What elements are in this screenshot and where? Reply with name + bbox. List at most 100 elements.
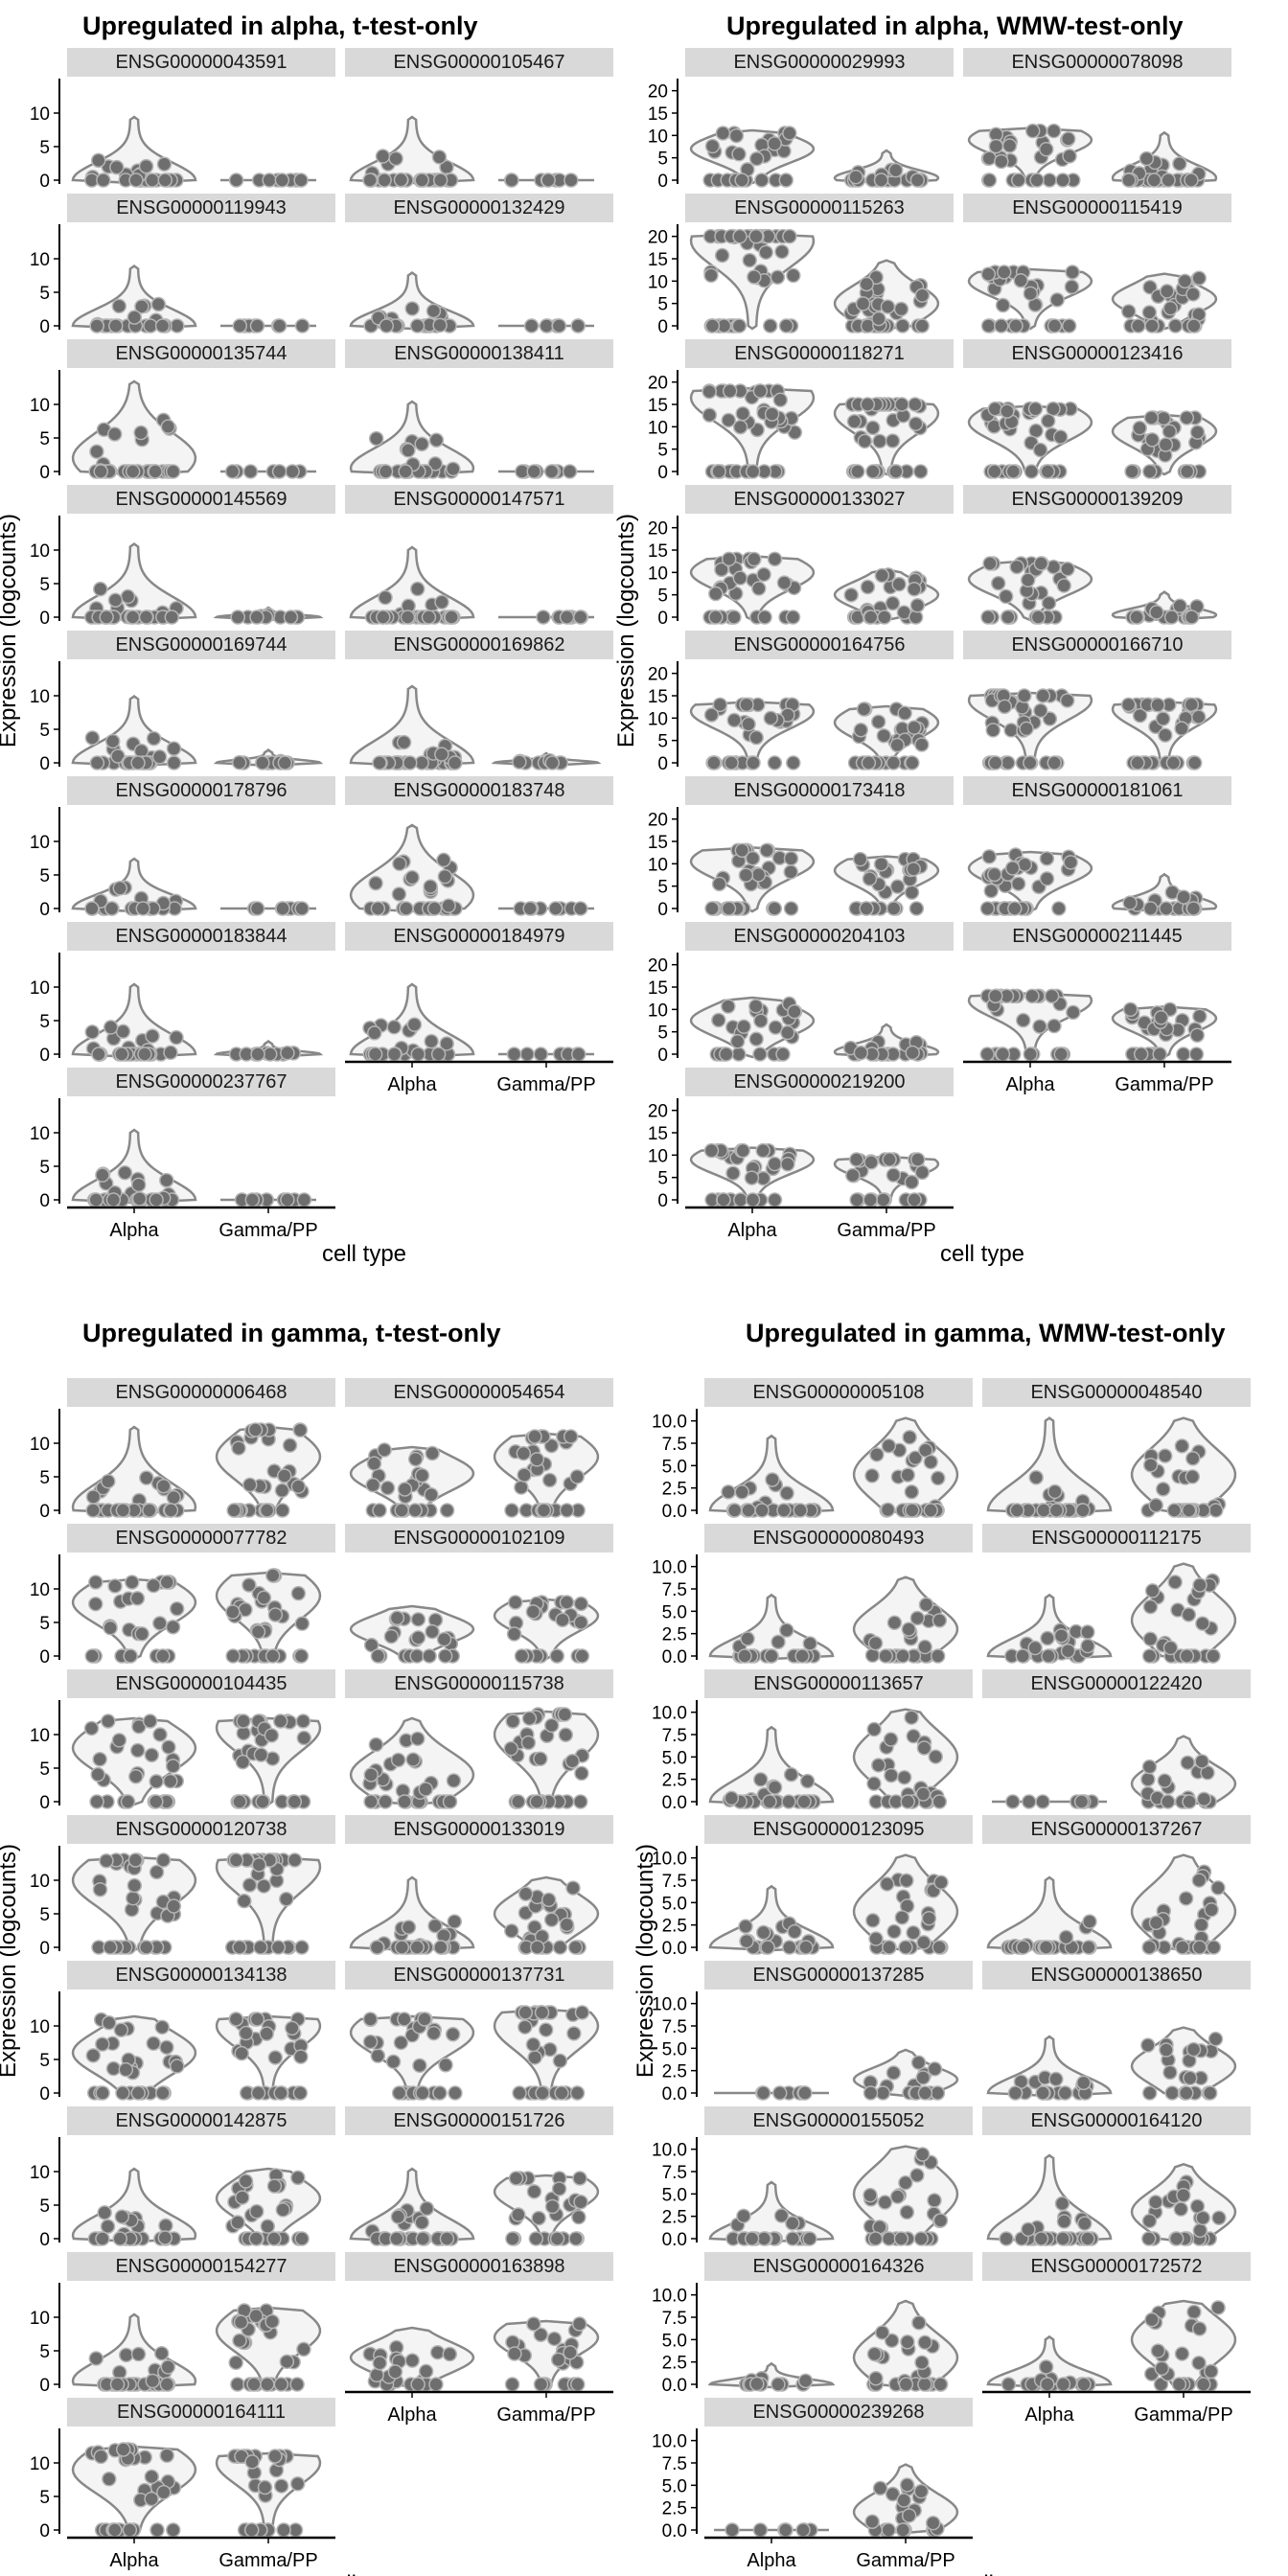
data-point — [799, 1773, 816, 1789]
facet-strip — [67, 48, 335, 77]
data-point — [573, 1596, 589, 1612]
x-tick-label: Gamma/PP — [1115, 1074, 1213, 1095]
data-point — [410, 1046, 426, 1062]
facet-strip — [67, 922, 335, 951]
facet-panel: ENSG00000155052 0.02.5 5.07.510.0 — [652, 2106, 973, 2250]
data-point — [932, 1794, 948, 1809]
data-point — [156, 1479, 172, 1494]
data-point — [752, 1046, 768, 1062]
data-point — [752, 383, 769, 399]
data-point — [1038, 2359, 1054, 2375]
y-tick-label: 0 — [39, 463, 50, 483]
data-point — [782, 1940, 797, 1955]
data-point — [1193, 1917, 1209, 1933]
data-point — [782, 228, 797, 244]
data-point — [704, 318, 721, 334]
y-tick-label: 15 — [648, 1124, 668, 1144]
data-point — [414, 1467, 430, 1484]
data-point — [425, 1445, 440, 1461]
data-point — [397, 1482, 413, 1497]
y-tick-label: 0 — [39, 317, 50, 337]
facet-panel: ENSG00000142875 0 5 10 — [30, 2106, 335, 2250]
data-point — [447, 1914, 463, 1929]
facet-strip-label: ENSG00000054654 — [393, 1382, 564, 1403]
data-point — [249, 2203, 264, 2220]
facet-strip-label: ENSG00000135744 — [115, 343, 287, 364]
data-point — [1064, 279, 1080, 295]
data-point — [363, 1794, 379, 1809]
y-tick-label: 5 — [39, 284, 50, 304]
data-point — [917, 2334, 932, 2351]
data-point — [95, 2231, 110, 2246]
data-point — [398, 464, 413, 479]
facet-panel: ENSG00000133019 — [345, 1815, 613, 1955]
data-point — [158, 2218, 173, 2234]
data-point — [123, 1648, 138, 1664]
data-point — [234, 2045, 249, 2061]
data-point — [533, 2377, 549, 2392]
data-point — [863, 1155, 879, 1170]
data-point — [401, 1920, 417, 1935]
data-point — [256, 1878, 272, 1894]
facet-strip — [963, 776, 1231, 805]
y-tick-label: 0 — [39, 2521, 50, 2542]
data-point — [726, 610, 742, 625]
data-point — [571, 1046, 586, 1062]
data-point — [979, 901, 996, 916]
data-point — [1163, 610, 1180, 625]
data-point — [564, 1753, 581, 1769]
data-point — [92, 581, 108, 597]
y-tick-label: 2.5 — [662, 2499, 687, 2519]
facet-panel: ENSG00000077782 0 5 10 — [30, 1524, 335, 1668]
data-point — [504, 1503, 519, 1518]
data-point — [913, 2231, 929, 2246]
data-point — [734, 842, 750, 859]
facet-panel: ENSG00000113657 0.02.5 5.07.510.0 — [652, 1669, 973, 1813]
data-point — [430, 1046, 447, 1062]
data-point — [1179, 410, 1195, 426]
data-point — [898, 1940, 913, 1955]
facet-strip — [704, 1378, 973, 1407]
data-point — [370, 1648, 386, 1664]
facet-panel: ENSG00000138411 — [345, 339, 613, 479]
data-point — [1191, 2321, 1208, 2336]
data-point — [230, 610, 245, 625]
data-point — [144, 2469, 160, 2485]
data-point — [981, 150, 997, 166]
data-point — [1168, 2231, 1184, 2246]
data-point — [1052, 429, 1069, 445]
data-point — [997, 699, 1013, 715]
data-point — [1024, 123, 1041, 139]
y-tick-label: 0 — [39, 172, 50, 192]
x-axis-title: cell type — [940, 1241, 1024, 1267]
data-point — [1013, 273, 1028, 288]
data-point — [1179, 2085, 1194, 2101]
facet-strip-label: ENSG00000155052 — [752, 2110, 924, 2131]
data-point — [927, 2193, 942, 2208]
data-point — [155, 1648, 171, 1664]
data-point — [166, 741, 182, 756]
data-point — [504, 1923, 519, 1939]
data-point — [1054, 2196, 1070, 2212]
facet-strip — [704, 1961, 973, 1990]
data-point — [793, 1503, 808, 1518]
facet-strip — [67, 2252, 335, 2281]
y-tick-label: 5 — [657, 732, 668, 752]
data-point — [1048, 1503, 1065, 1518]
data-point — [1021, 2221, 1036, 2238]
data-point — [1188, 1046, 1205, 1062]
data-point — [747, 269, 762, 285]
data-point — [244, 2454, 260, 2470]
facet-strip-label: ENSG00000138650 — [1030, 1965, 1202, 1986]
data-point — [1023, 755, 1038, 770]
data-point — [845, 1167, 861, 1184]
y-tick-label: 10.0 — [652, 1558, 687, 1578]
data-point — [880, 299, 896, 314]
data-point — [255, 1794, 270, 1809]
data-point — [539, 318, 555, 334]
facet-panel: ENSG00000134138 0 5 10 — [30, 1961, 335, 2104]
data-point — [1008, 318, 1024, 334]
data-point — [129, 1591, 146, 1606]
data-point — [568, 2231, 584, 2246]
